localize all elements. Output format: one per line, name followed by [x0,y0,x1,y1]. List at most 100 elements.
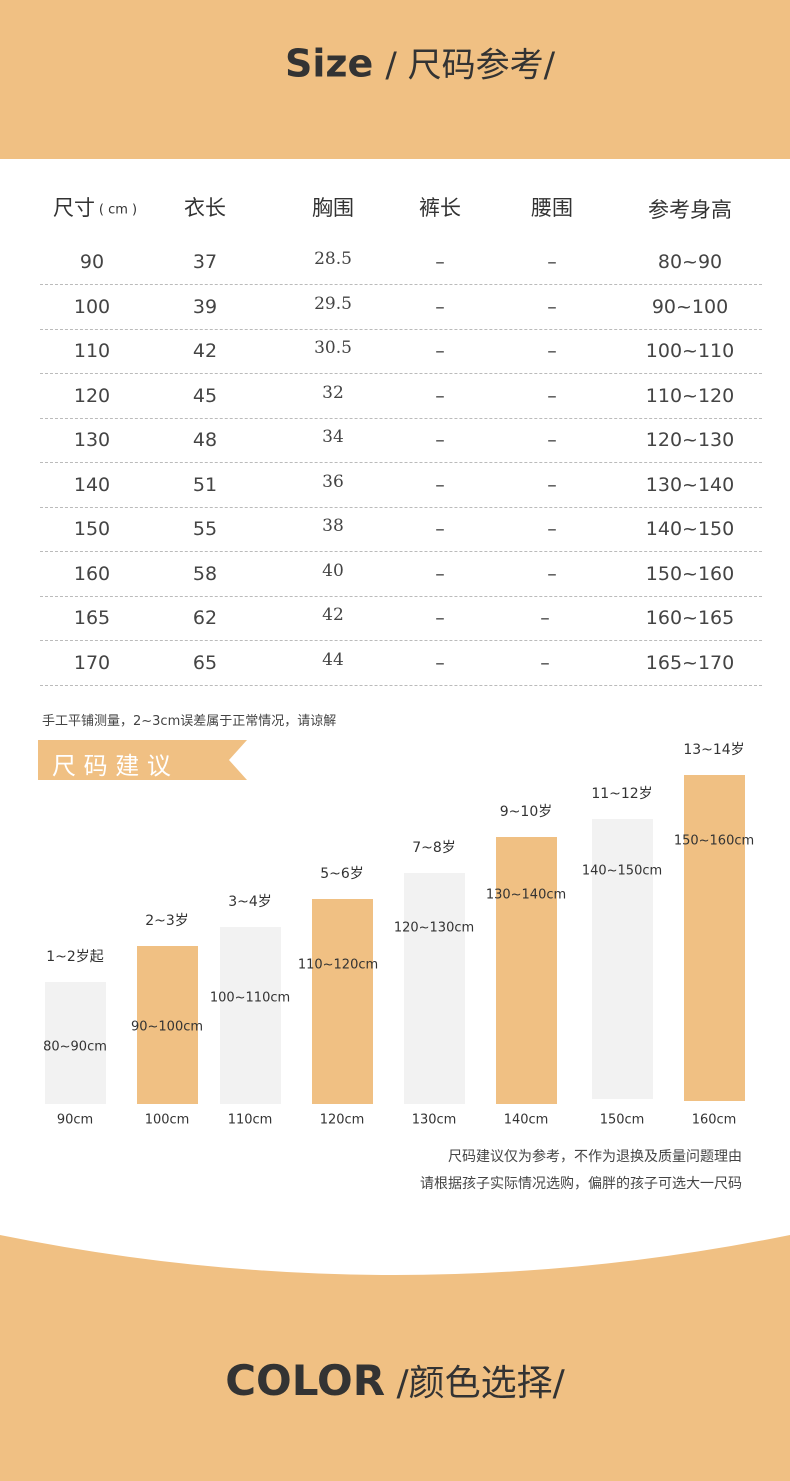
row-divider [40,595,762,597]
table-cell: – [435,518,445,540]
table-cell: 80~90 [657,251,723,273]
footer: COLOR /颜色选择/ [225,1354,565,1406]
table-cell: – [547,340,557,362]
footer-subtitle: /颜色选择/ [396,1363,565,1404]
row-divider [40,462,762,463]
table-cell: 110 [73,340,111,362]
disclaimer: 尺码建议仅为参考，不作为退换及质量问题理由 [448,1149,742,1165]
table-cell: 40 [322,560,344,581]
row-divider [40,417,762,419]
size-label: 100cm [144,1112,190,1128]
table-cell: – [435,295,445,318]
table-cell: – [435,251,445,273]
size-bar [137,946,198,1104]
table-cell: 51 [192,473,218,496]
table-cell: 100 [73,295,111,318]
size-bar [404,873,465,1104]
table-cell: 65 [192,651,218,674]
row-divider [40,328,762,330]
table-cell: 42 [322,605,344,625]
table-cell: – [435,607,445,629]
table-cell: 130~140 [645,473,735,496]
table-cell: 165 [73,607,111,629]
table-cell: 58 [192,562,218,585]
age-label: 3~4岁 [228,894,272,910]
age-label: 1~2岁起 [46,949,104,965]
table-cell: – [547,429,557,451]
height-range: 140~150cm [581,863,663,879]
height-range: 120~130cm [393,920,475,936]
table-cell: 165~170 [645,651,735,674]
table-cell: – [435,651,445,674]
size-bar [312,899,373,1104]
table-cell: 36 [322,471,344,492]
table-cell: 30.5 [314,338,352,358]
table-cell: 140 [73,473,111,496]
column-header: 腰围 [531,196,573,220]
height-range: 90~100cm [130,1019,204,1035]
header-subtitle: / 尺码参考/ [385,45,556,86]
size-bar [220,927,281,1104]
table-cell: – [435,384,445,407]
footer-band [0,1235,790,1481]
age-label: 9~10岁 [499,804,553,820]
size-bar [684,775,745,1101]
table-cell: – [547,473,557,496]
age-label: 7~8岁 [412,840,456,856]
table-cell: 170 [73,651,111,674]
table-cell: 110~120 [645,384,735,407]
table-cell: 62 [192,607,218,629]
table-cell: 160~165 [645,607,735,629]
table-cell: – [547,562,557,585]
size-label: 90cm [56,1112,94,1128]
age-label: 11~12岁 [591,786,653,802]
table-cell: 90~100 [651,295,729,318]
size-label: 160cm [691,1112,737,1128]
height-range: 80~90cm [43,1039,107,1055]
table-cell: 140~150 [645,518,735,540]
tag-label: 尺 码 建 议 [52,752,171,780]
table-cell: 32 [322,382,344,403]
column-header: 胸围 [312,196,354,220]
size-label: 130cm [411,1112,457,1128]
size-bar [45,982,106,1104]
table-cell: – [435,473,445,496]
table-cell: 120~130 [645,429,735,451]
height-range: 130~140cm [485,887,567,903]
column-header: 衣长 [184,196,226,220]
size-label: 150cm [599,1112,645,1128]
size-label: 120cm [319,1112,365,1128]
table-cell: – [540,607,550,629]
table-cell: 150 [73,518,111,540]
header: Size / 尺码参考/ [285,38,555,87]
height-range: 100~110cm [209,990,291,1006]
table-cell: 120 [73,384,111,407]
size-bar [496,837,557,1104]
table-cell: – [547,384,557,407]
table-cell: 29.5 [314,293,352,314]
size-bar [592,819,653,1099]
table-cell: – [435,429,445,451]
height-range: 110~120cm [297,957,379,973]
table-cell: 48 [192,429,218,451]
row-divider [40,284,762,285]
table-cell: 37 [192,251,218,273]
column-header: 尺寸 [53,196,95,220]
tag-notch [227,740,247,780]
header-band [0,0,790,159]
table-cell: – [540,651,550,674]
table-cell: – [547,295,557,318]
table-cell: 39 [192,295,218,318]
table-cell: – [547,518,557,540]
height-range: 150~160cm [673,833,755,849]
header-title: Size [284,41,374,86]
size-label: 140cm [503,1112,549,1128]
table-cell: 90 [79,251,105,273]
table-cell: 160 [73,562,111,585]
table-cell: 34 [322,427,344,447]
table-cell: 150~160 [645,562,735,585]
age-label: 2~3岁 [145,913,189,929]
row-divider [40,506,762,508]
column-header: 裤长 [419,196,461,220]
